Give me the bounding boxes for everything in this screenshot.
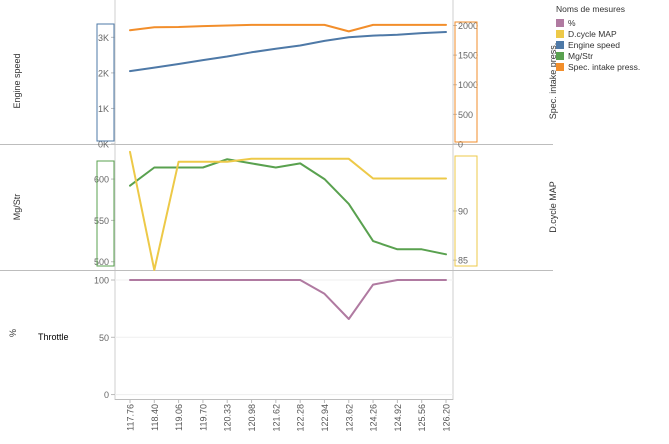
engine-speed-axis-title: Engine speed [12,53,22,108]
x-tick-label: 123.62 [344,404,354,432]
legend-title: Noms de mesures [556,4,625,14]
legend-item[interactable]: Mg/Str [556,50,669,61]
left-tick-label: 3K [98,33,109,43]
mgstr-axis-title: Mg/Str [12,194,22,221]
x-axis: 117.76 118.40 119.06 119.70 120.33 120.98 121.… [126,400,452,432]
x-tick-label: 124.92 [393,404,403,432]
legend-label: % [568,17,576,28]
legend-item[interactable]: % [556,17,669,28]
legend-item[interactable]: D.cycle MAP [556,28,669,39]
left-tick-label: 100 [94,276,109,286]
x-tick-label: 119.70 [198,404,208,431]
legend-swatch [556,51,564,60]
x-tick-label: 118.40 [150,404,160,431]
left-tick-label: 50 [99,333,109,343]
right-tick-label: 500 [458,110,473,120]
left-axis-highlight [96,23,115,142]
left-axis-highlight [96,160,115,267]
x-tick-label: 125.56 [417,404,427,432]
legend-label: Engine speed [568,39,620,50]
x-tick-label: 122.28 [296,404,306,432]
gridlines [115,279,453,396]
dcycle-axis-title: D.cycle MAP [548,181,558,233]
legend-label: D.cycle MAP [568,28,617,39]
throttle-annotation: Throttle [38,332,69,342]
left-tick-label: 600 [94,175,109,185]
legend-label: Spec. intake press. [568,61,641,72]
chart-frame [0,0,553,400]
series-line-throttle [129,279,447,320]
x-tick-label: 119.06 [174,404,184,431]
legend-item[interactable]: Spec. intake press. [556,61,669,72]
legend: Noms de mesures % D.cycle MAP Engine speed… [556,4,669,72]
spec-intake-axis-title: Spec. intake press. [548,43,558,120]
axes: 0K 1K 2K 3K 0 500 1000 1500 2000 500 550 600 85 90 0 50… [94,21,478,400]
legend-label: Mg/Str [568,50,594,61]
left-tick-label: 550 [94,216,109,226]
legend-item[interactable]: Engine speed [556,39,669,50]
series-line-d-cycle-map [129,150,447,271]
right-tick-label: 90 [458,206,468,216]
x-tick-label: 124.26 [369,404,379,432]
right-axis-highlight [454,21,478,143]
left-tick-label: 1K [98,104,109,114]
left-tick-label: 0K [98,140,109,150]
right-tick-label: 1000 [458,80,478,90]
x-tick-label: 120.98 [247,404,257,432]
x-tick-label: 126.20 [442,404,452,432]
legend-swatch [556,18,564,27]
right-tick-label: 1500 [458,51,478,61]
series-lines [129,23,447,320]
legend-swatch [556,40,564,49]
left-tick-label: 500 [94,257,109,267]
x-tick-label: 117.76 [126,404,136,431]
series-line-mg-str [129,158,447,256]
series-line-spec-intake-press- [129,23,447,33]
percent-axis-title: % [8,329,18,337]
left-tick-label: 2K [98,68,109,78]
right-tick-label: 0 [458,140,463,150]
x-tick-label: 120.33 [223,404,233,432]
right-tick-label: 85 [458,256,468,266]
left-tick-label: 0 [104,390,109,400]
series-line-engine-speed [129,31,447,73]
right-axis-highlight [454,155,478,267]
legend-swatch [556,29,564,38]
right-tick-label: 2000 [458,21,478,31]
x-tick-label: 122.94 [320,404,330,432]
legend-swatch [556,62,564,71]
x-tick-label: 121.62 [271,404,281,432]
legend-items: % D.cycle MAP Engine speed Mg/Str Spec. inta… [556,17,669,72]
